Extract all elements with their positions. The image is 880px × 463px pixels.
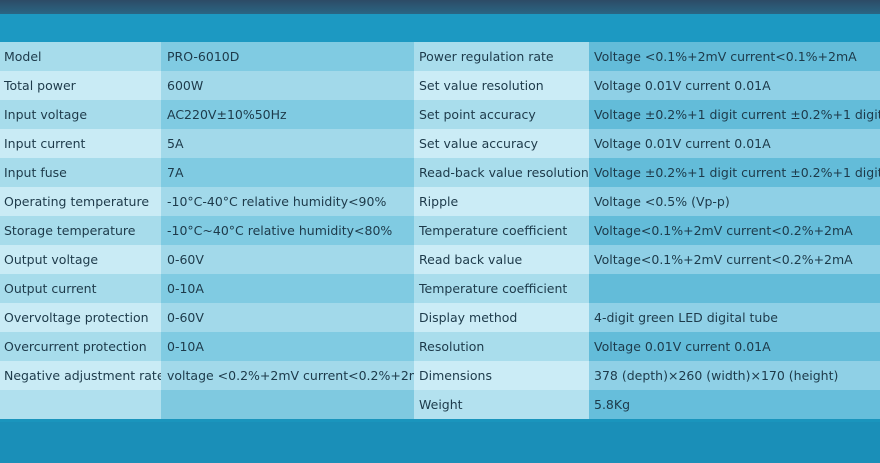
table-row: Input fuse 7A Read-back value resolution… <box>0 158 880 187</box>
spec-value: 5A <box>161 129 414 158</box>
spec-value: Voltage<0.1%+2mV current<0.2%+2mA <box>589 245 880 274</box>
spec-label: Input voltage <box>0 100 161 129</box>
spec-value: Voltage<0.1%+2mV current<0.2%+2mA <box>589 216 880 245</box>
spec-label: Overvoltage protection <box>0 303 161 332</box>
spec-label: Resolution <box>414 332 589 361</box>
spec-label: Power regulation rate <box>414 42 589 71</box>
spec-value: 4-digit green LED digital tube <box>589 303 880 332</box>
table-row: Input voltage AC220V±10%50Hz Set point a… <box>0 100 880 129</box>
table-row: Output current 0-10A Temperature coeffic… <box>0 274 880 303</box>
table-row: Weight 5.8Kg <box>0 390 880 419</box>
table-row: Overvoltage protection 0-60V Display met… <box>0 303 880 332</box>
spec-value: 0-60V <box>161 245 414 274</box>
spec-value: voltage <0.2%+2mV current<0.2%+2mA <box>161 361 414 390</box>
spec-value: Voltage 0.01V current 0.01A <box>589 332 880 361</box>
spec-table: Model PRO-6010D Power regulation rate Vo… <box>0 42 880 419</box>
spec-value: Voltage ±0.2%+1 digit current ±0.2%+1 di… <box>589 100 880 129</box>
spec-label: Operating temperature <box>0 187 161 216</box>
spec-label: Temperature coefficient <box>414 216 589 245</box>
spec-label: Dimensions <box>414 361 589 390</box>
bottom-band <box>0 422 880 463</box>
spec-label: Weight <box>414 390 589 419</box>
spec-label: Overcurrent protection <box>0 332 161 361</box>
spec-value: AC220V±10%50Hz <box>161 100 414 129</box>
spec-value: Voltage 0.01V current 0.01A <box>589 71 880 100</box>
spec-value: 0-60V <box>161 303 414 332</box>
spec-label: Read back value <box>414 245 589 274</box>
spec-label: Temperature coefficient <box>414 274 589 303</box>
spec-label: Read-back value resolution <box>414 158 589 187</box>
spec-value: 5.8Kg <box>589 390 880 419</box>
spec-label: Input current <box>0 129 161 158</box>
table-row: Overcurrent protection 0-10A Resolution … <box>0 332 880 361</box>
spec-value: Voltage 0.01V current 0.01A <box>589 129 880 158</box>
spec-label: Model <box>0 42 161 71</box>
spec-value: 7A <box>161 158 414 187</box>
spec-value: -10°C~40°C relative humidity<80% <box>161 216 414 245</box>
spec-value: 0-10A <box>161 332 414 361</box>
spec-label: Output voltage <box>0 245 161 274</box>
spec-label: Input fuse <box>0 158 161 187</box>
table-row: Operating temperature -10°C-40°C relativ… <box>0 187 880 216</box>
spec-value: Voltage <0.5% (Vp-p) <box>589 187 880 216</box>
table-row: Model PRO-6010D Power regulation rate Vo… <box>0 42 880 71</box>
spec-value <box>161 390 414 419</box>
table-row: Output voltage 0-60V Read back value Vol… <box>0 245 880 274</box>
spec-value: 0-10A <box>161 274 414 303</box>
spec-value: PRO-6010D <box>161 42 414 71</box>
spec-label: Storage temperature <box>0 216 161 245</box>
spec-label <box>0 390 161 419</box>
spec-label: Set value resolution <box>414 71 589 100</box>
top-band <box>0 14 880 42</box>
spec-label: Set point accuracy <box>414 100 589 129</box>
spec-value: Voltage ±0.2%+1 digit current ±0.2%+1 di… <box>589 158 880 187</box>
table-row: Negative adjustment rate voltage <0.2%+2… <box>0 361 880 390</box>
spec-value: -10°C-40°C relative humidity<90% <box>161 187 414 216</box>
spec-value: 378 (depth)×260 (width)×170 (height) <box>589 361 880 390</box>
spec-label: Ripple <box>414 187 589 216</box>
spec-label: Set value accuracy <box>414 129 589 158</box>
table-row: Storage temperature -10°C~40°C relative … <box>0 216 880 245</box>
spec-label: Display method <box>414 303 589 332</box>
top-header-bar <box>0 0 880 14</box>
spec-label: Negative adjustment rate <box>0 361 161 390</box>
spec-value: 600W <box>161 71 414 100</box>
spec-value <box>589 274 880 303</box>
spec-value: Voltage <0.1%+2mV current<0.1%+2mA <box>589 42 880 71</box>
table-row: Input current 5A Set value accuracy Volt… <box>0 129 880 158</box>
spec-label: Output current <box>0 274 161 303</box>
spec-label: Total power <box>0 71 161 100</box>
table-row: Total power 600W Set value resolution Vo… <box>0 71 880 100</box>
